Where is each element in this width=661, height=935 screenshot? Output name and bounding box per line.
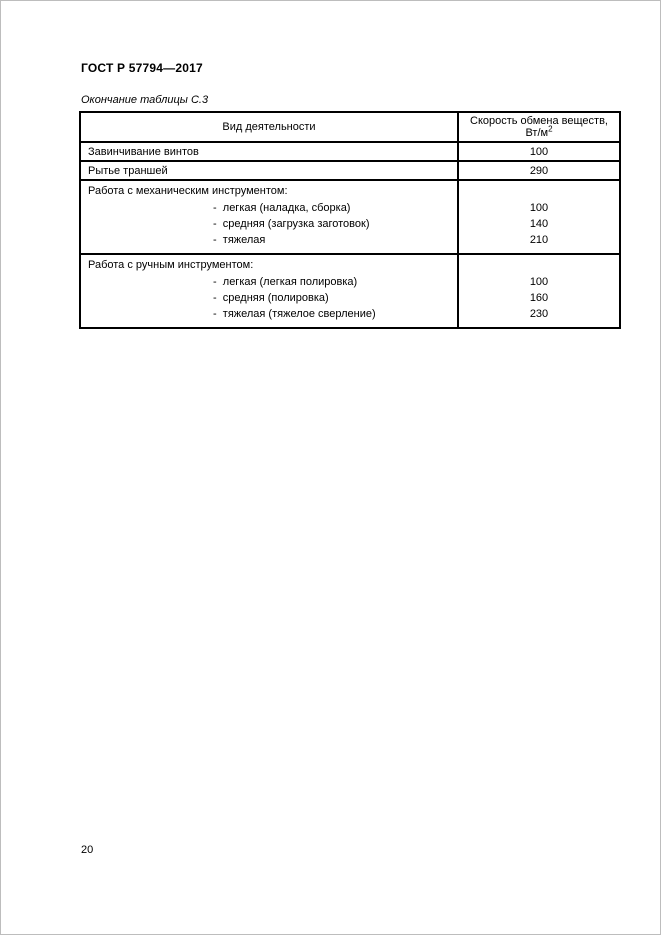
group-item-value: 140 xyxy=(529,218,549,230)
page-number: 20 xyxy=(81,844,94,856)
group-item-label: - средняя (загрузка заготовок) xyxy=(213,218,370,230)
activity-table: Вид деятельности Скорость обмена веществ… xyxy=(79,111,621,329)
table-row: Завинчивание винтов 100 xyxy=(79,141,621,162)
table-group-row: Работа с механическим инструментом: - ле… xyxy=(79,179,621,255)
group-item-value: 100 xyxy=(529,276,549,288)
group-value-cell: 100 140 210 xyxy=(457,179,621,255)
table-header-row: Вид деятельности Скорость обмена веществ… xyxy=(79,111,621,143)
group-title: Работа с ручным инструментом: xyxy=(88,259,254,271)
group-item-label: - средняя (полировка) xyxy=(213,292,329,304)
activity-cell: Завинчивание винтов xyxy=(79,141,459,162)
group-activity-cell: Работа с механическим инструментом: - ле… xyxy=(79,179,459,255)
group-value-spacer xyxy=(459,183,619,200)
activity-cell: Рытье траншей xyxy=(79,160,459,181)
group-item-value: 230 xyxy=(529,308,549,320)
group-item-label: - тяжелая xyxy=(213,234,266,246)
value-cell: 290 xyxy=(457,160,621,181)
group-item-label: - тяжелая (тяжелое сверление) xyxy=(213,308,376,320)
group-value-spacer xyxy=(459,257,619,274)
group-item-value: 210 xyxy=(529,234,549,246)
column-header-rate-text: Скорость обмена веществ, Вт/м xyxy=(470,115,608,139)
table-group-row: Работа с ручным инструментом: - легкая (… xyxy=(79,253,621,329)
group-item-value: 100 xyxy=(529,202,549,214)
column-header-rate: Скорость обмена веществ, Вт/м2 xyxy=(457,111,621,143)
table-caption: Окончание таблицы С.3 xyxy=(81,94,209,106)
group-item-label: - легкая (наладка, сборка) xyxy=(213,202,351,214)
group-item-label: - легкая (легкая полировка) xyxy=(213,276,358,288)
doc-code-heading: ГОСТ Р 57794—2017 xyxy=(81,61,203,75)
group-item-value: 160 xyxy=(529,292,549,304)
value-cell: 100 xyxy=(457,141,621,162)
group-title: Работа с механическим инструментом: xyxy=(88,185,288,197)
column-header-activity: Вид деятельности xyxy=(79,111,459,143)
rate-unit-superscript: 2 xyxy=(548,124,553,134)
group-value-cell: 100 160 230 xyxy=(457,253,621,329)
table-row: Рытье траншей 290 xyxy=(79,160,621,181)
group-activity-cell: Работа с ручным инструментом: - легкая (… xyxy=(79,253,459,329)
